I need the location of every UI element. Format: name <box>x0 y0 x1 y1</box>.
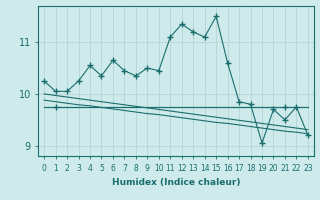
X-axis label: Humidex (Indice chaleur): Humidex (Indice chaleur) <box>112 178 240 187</box>
